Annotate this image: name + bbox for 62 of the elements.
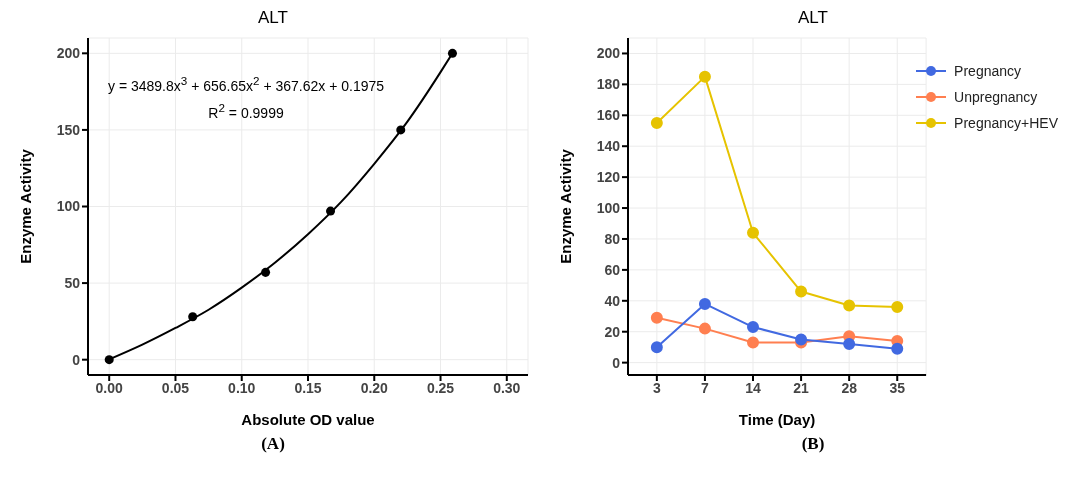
x-tick-label: 0.20: [360, 379, 389, 396]
point: [261, 267, 271, 277]
x-tick-label: 35: [889, 379, 906, 396]
point: [650, 311, 663, 324]
x-tick-label: 28: [841, 379, 858, 396]
text: (A): [260, 434, 286, 454]
point: [188, 312, 198, 322]
point: [698, 322, 711, 335]
y-axis-title: Enzyme Activity: [557, 148, 575, 264]
point: [650, 341, 663, 354]
y-tick-label: 150: [56, 121, 81, 138]
annotation: y = 3489.8x$^{3}$ + 656.65x$^{2}$ + 367.62x + 0.1975: [108, 73, 385, 96]
y-tick-label: 140: [596, 138, 621, 155]
legend-label: Pregnancy+HEV: [954, 114, 1058, 133]
chart-title: ALT: [797, 8, 829, 29]
y-tick-label: 120: [596, 169, 621, 186]
y-tick-label: 80: [604, 230, 621, 247]
x-tick-label: 14: [745, 379, 761, 396]
x-axis-title: Time (Day): [738, 411, 816, 428]
point: [747, 336, 760, 349]
x-tick-label: 21: [793, 379, 810, 396]
x-tick-label: 0.05: [161, 379, 190, 396]
point: [698, 70, 711, 83]
point: [843, 338, 856, 351]
annotation: R$^{2}$ = 0.9999: [207, 99, 285, 123]
legend-label: Pregnancy: [954, 62, 1022, 81]
point: [698, 297, 711, 310]
x-tick-label: 0.00: [95, 379, 124, 396]
y-tick-label: 100: [56, 198, 81, 215]
x-tick-label: 0.25: [426, 379, 455, 396]
point: [891, 300, 904, 313]
y-tick-label: 20: [604, 323, 621, 340]
y-tick-label: 200: [596, 45, 621, 62]
x-tick-label: 0.10: [228, 379, 256, 396]
x-tick-label: 0.30: [493, 379, 521, 396]
legend-label: Unpregnancy: [954, 88, 1038, 107]
x-tick-label: 7: [701, 379, 710, 396]
y-tick-label: 0: [612, 354, 621, 371]
y-axis-title: Enzyme Activity: [17, 148, 35, 264]
point: [447, 48, 457, 58]
y-tick-label: 40: [604, 292, 621, 309]
chart-title: ALT: [257, 8, 289, 29]
y-tick-label: 160: [596, 107, 621, 124]
text: (B): [800, 434, 826, 454]
x-tick-label: 3: [652, 379, 661, 396]
point: [795, 285, 808, 298]
point: [104, 355, 114, 365]
point: [747, 226, 760, 239]
y-tick-label: 60: [604, 261, 621, 278]
y-tick-label: 200: [56, 45, 81, 62]
y-tick-label: 50: [64, 275, 81, 292]
y-tick-label: 180: [596, 76, 621, 93]
point: [891, 342, 904, 355]
y-tick-label: 100: [596, 200, 621, 217]
point: [326, 206, 336, 216]
x-axis-title: Absolute OD value: [241, 411, 375, 428]
point: [650, 117, 663, 130]
point: [843, 299, 856, 312]
point: [396, 125, 406, 135]
x-tick-label: 0.15: [294, 379, 322, 396]
y-tick-label: 0: [72, 351, 81, 368]
point: [747, 321, 760, 334]
